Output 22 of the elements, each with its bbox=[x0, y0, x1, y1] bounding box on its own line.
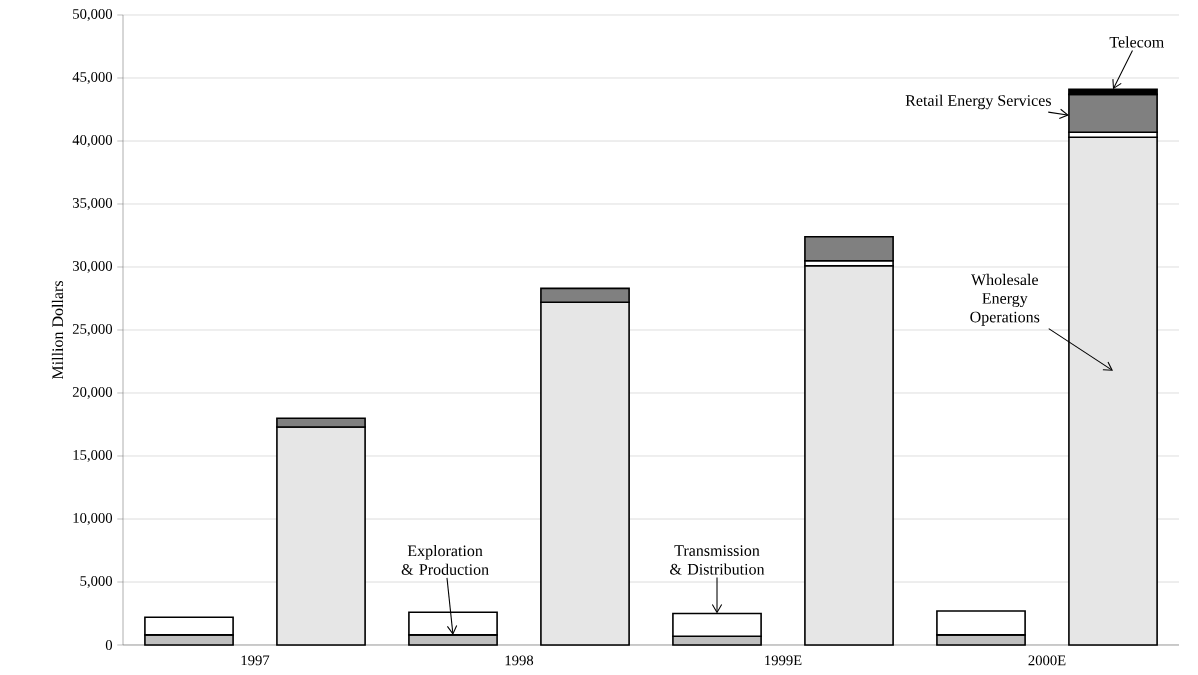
text: Exploration & Production bbox=[401, 544, 489, 575]
y-tick-label: 10,000 bbox=[73, 513, 113, 526]
series-label: Retail Energy Services bbox=[905, 94, 1051, 110]
bar bbox=[804, 264, 894, 646]
y-tick-label: 25,000 bbox=[72, 324, 113, 337]
x-tick-label: 1997 bbox=[241, 655, 270, 666]
y-tick-label: 40,000 bbox=[72, 135, 113, 148]
y-tick-label: 30,000 bbox=[72, 261, 113, 274]
series-label: Wholesale Energy Operations bbox=[970, 273, 1040, 326]
text: Transmission & Distribution bbox=[670, 545, 765, 575]
x-tick-label: 1999E bbox=[765, 655, 802, 666]
text: Telecom bbox=[1109, 36, 1164, 48]
y-tick-label: 35,000 bbox=[72, 198, 113, 211]
y-axis-title: Million Dollars bbox=[51, 281, 64, 380]
x-tick-label: 2000E bbox=[1028, 655, 1066, 666]
y-tick-label: 0 bbox=[105, 640, 113, 650]
y-tick-label: 15,000 bbox=[73, 450, 113, 463]
y-tick-label: 50,000 bbox=[73, 9, 113, 21]
x-tick-label: 1998 bbox=[505, 655, 534, 666]
y-tick-label: 5,000 bbox=[80, 576, 113, 589]
y-tick-label: 45,000 bbox=[72, 72, 113, 84]
y-tick-label: 20,000 bbox=[72, 387, 113, 400]
